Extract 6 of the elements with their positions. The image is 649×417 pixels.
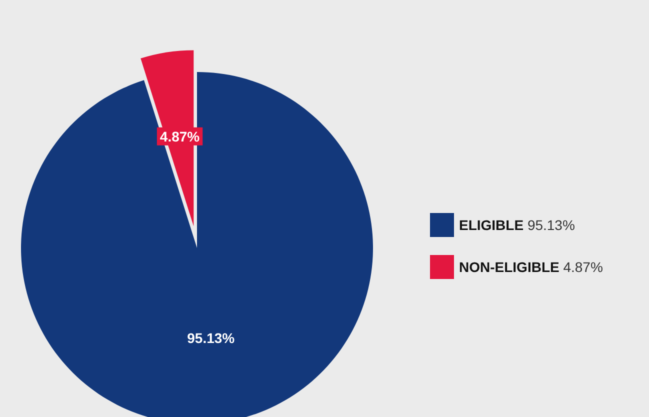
data-label: 95.13% — [187, 330, 236, 346]
text: 95.13% — [527, 217, 575, 233]
text: 4.87% — [563, 259, 603, 275]
legend-label: ELIGIBLE — [459, 217, 524, 233]
legend-label: NON-ELIGIBLE — [459, 259, 560, 275]
data-label: 4.87% — [160, 128, 200, 144]
